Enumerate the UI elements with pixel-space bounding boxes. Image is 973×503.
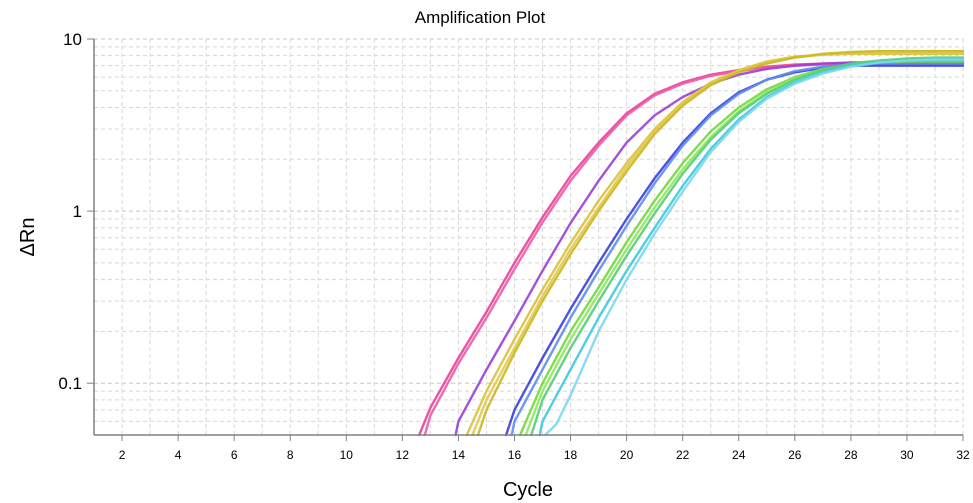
y-tick-label: 10 (63, 30, 82, 49)
x-tick-label: 2 (119, 448, 126, 462)
x-tick-label: 18 (564, 448, 578, 462)
x-tick-label: 6 (231, 448, 238, 462)
grid-lines (93, 38, 964, 436)
x-tick-label: 4 (175, 448, 182, 462)
x-tick-label: 8 (287, 448, 294, 462)
x-tick-label: 14 (452, 448, 466, 462)
series-line-4 (465, 52, 965, 437)
series-line-8 (510, 62, 965, 437)
x-tick-label: 26 (788, 448, 802, 462)
x-tick-label: 30 (900, 448, 914, 462)
series-line-2 (423, 62, 965, 437)
series-lines (418, 49, 965, 437)
y-tick-label: 1 (73, 202, 82, 221)
series-line-12 (538, 58, 965, 437)
x-tick-label: 22 (676, 448, 690, 462)
x-tick-label: 24 (732, 448, 746, 462)
x-tick-label: 32 (956, 448, 970, 462)
x-tick-label: 28 (844, 448, 858, 462)
series-line-13 (544, 58, 965, 437)
series-line-6 (476, 49, 965, 437)
series-line-11 (530, 56, 965, 437)
x-tick-label: 12 (396, 448, 410, 462)
x-tick-label: 20 (620, 448, 634, 462)
y-tick-label: 0.1 (58, 374, 82, 393)
series-line-7 (504, 64, 965, 437)
y-axis-label: ΔRn (17, 218, 39, 257)
x-tick-label: 10 (340, 448, 354, 462)
x-axis-label: Cycle (503, 479, 553, 501)
chart-title: Amplification Plot (415, 8, 546, 27)
axes (87, 38, 964, 441)
x-tick-label: 16 (508, 448, 522, 462)
